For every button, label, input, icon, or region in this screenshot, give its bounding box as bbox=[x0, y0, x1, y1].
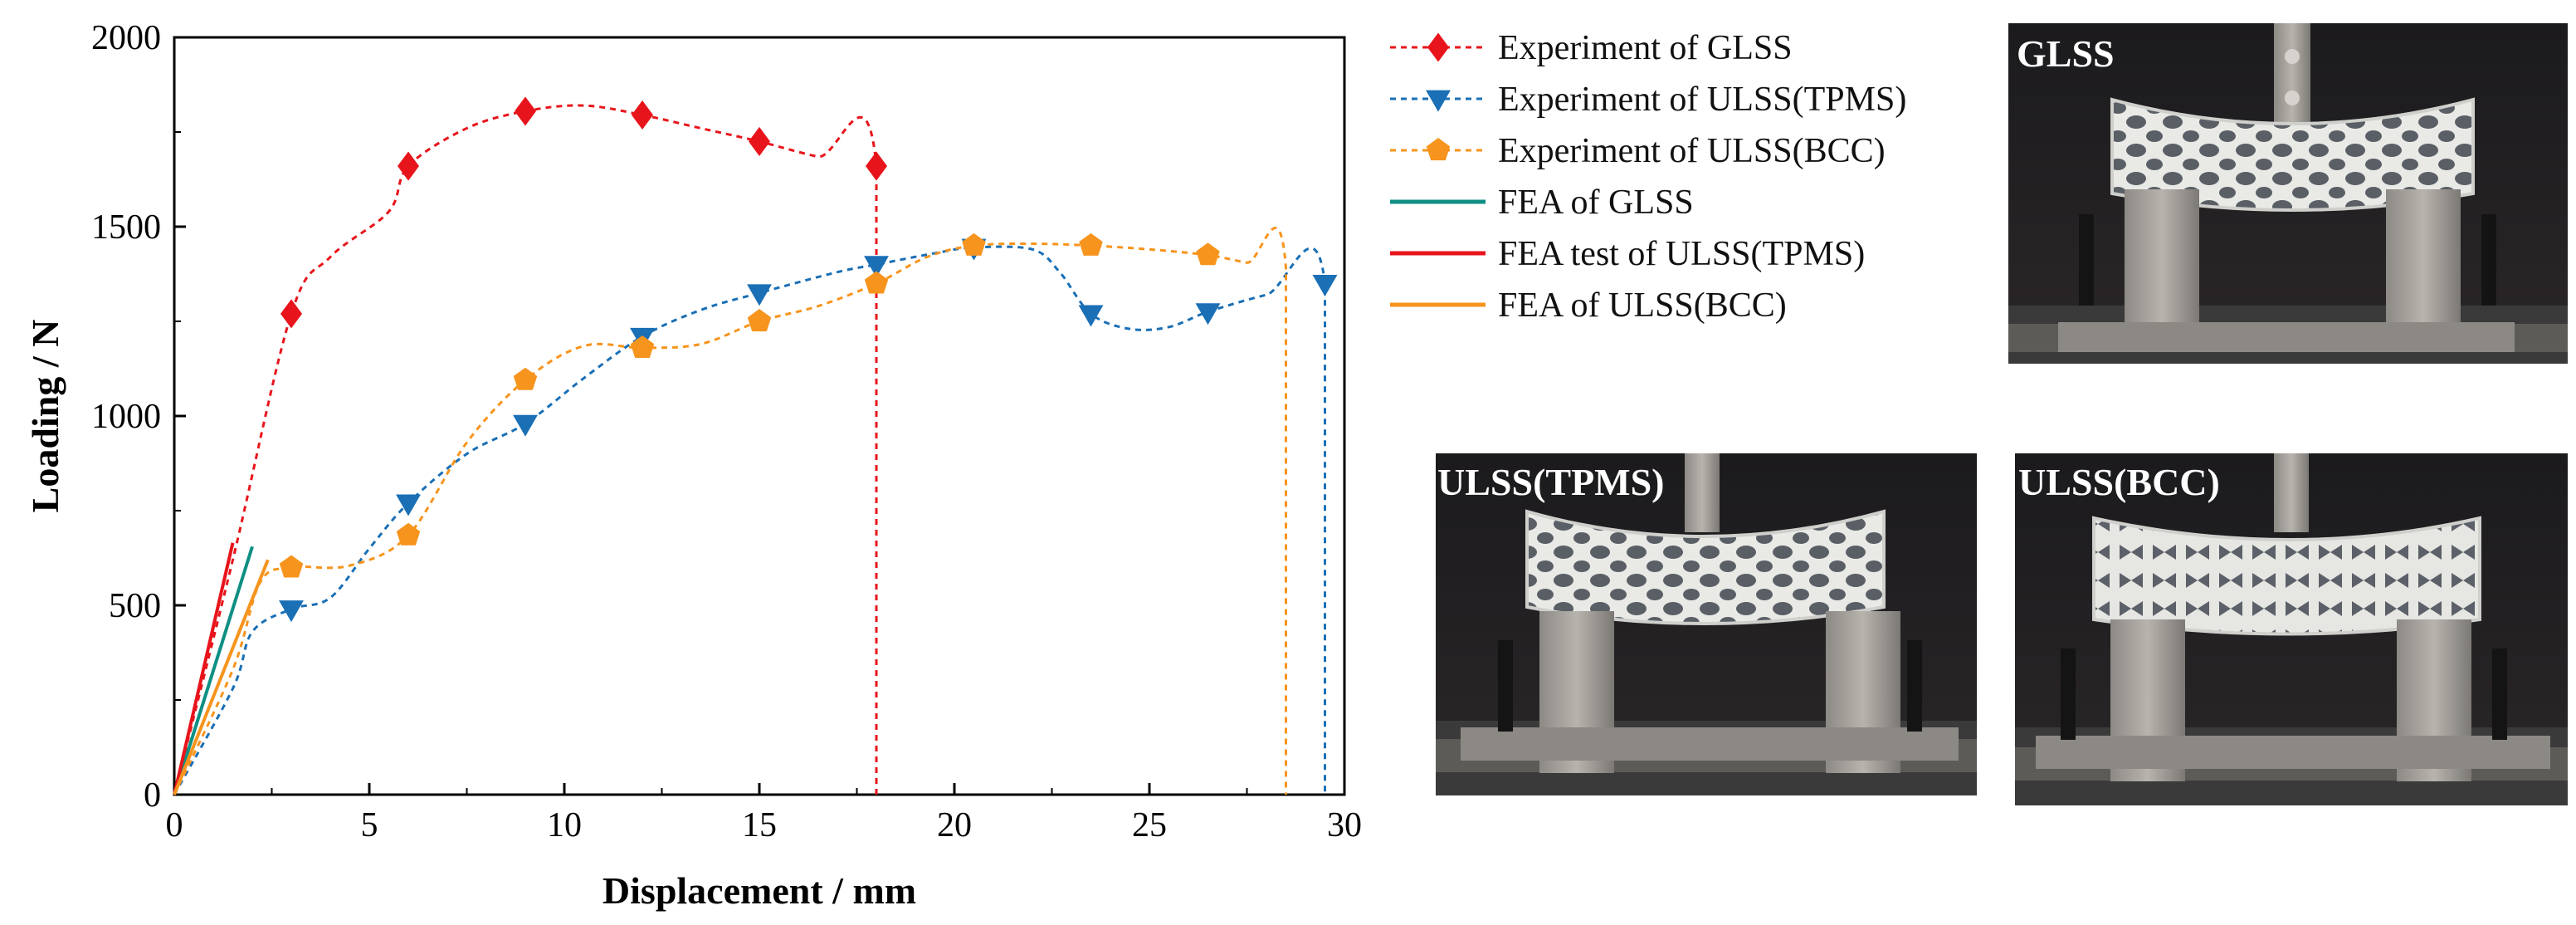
legend-label: Experiment of ULSS(BCC) bbox=[1498, 132, 1886, 170]
y-axis-title: Loading / N bbox=[24, 320, 66, 513]
x-tick-label: 10 bbox=[547, 806, 582, 844]
legend-marker bbox=[1426, 90, 1451, 112]
data-point bbox=[279, 600, 304, 623]
data-point bbox=[515, 96, 536, 126]
data-point bbox=[396, 522, 421, 546]
legend-label: FEA test of ULSS(TPMS) bbox=[1498, 235, 1865, 273]
y-tick-label: 500 bbox=[109, 587, 161, 625]
plot-area: 0 5 10 15 20 25 30 0 500 1000 1500 2000 Displaceme… bbox=[24, 19, 1362, 912]
data-point bbox=[866, 151, 887, 181]
data-point bbox=[396, 494, 421, 516]
legend-label: FEA of GLSS bbox=[1498, 184, 1694, 222]
series-line-4 bbox=[173, 542, 235, 795]
data-point bbox=[632, 100, 653, 130]
data-point bbox=[864, 256, 889, 278]
y-tick-label: 2000 bbox=[91, 19, 161, 57]
data-point bbox=[747, 284, 772, 306]
data-point bbox=[749, 126, 770, 156]
series-line-5 bbox=[173, 559, 270, 795]
x-axis-title: Displacement / mm bbox=[603, 869, 916, 912]
data-point bbox=[281, 299, 302, 329]
x-tick-label: 25 bbox=[1132, 806, 1167, 844]
x-tick-label: 0 bbox=[166, 806, 183, 844]
x-axis: 0 5 10 15 20 25 30 bbox=[166, 783, 1362, 844]
series-line-3 bbox=[173, 546, 254, 795]
y-tick-label: 1000 bbox=[91, 398, 161, 436]
photo-ulss-bcc: ULSS(BCC) bbox=[2015, 453, 2568, 805]
x-tick-label: 5 bbox=[361, 806, 378, 844]
photo-label-glss: GLSS bbox=[2017, 32, 2115, 75]
data-point bbox=[1195, 303, 1221, 325]
x-tick-label: 15 bbox=[742, 806, 777, 844]
series-line-1 bbox=[173, 245, 1326, 795]
y-tick-label: 0 bbox=[144, 776, 161, 815]
photo-label-ulss-tpms: ULSS(TPMS) bbox=[1437, 461, 1664, 503]
legend-label: FEA of ULSS(BCC) bbox=[1498, 286, 1787, 325]
x-tick-label: 20 bbox=[937, 806, 972, 844]
data-point bbox=[1079, 232, 1103, 256]
marker-layer bbox=[279, 96, 1338, 623]
data-point bbox=[398, 151, 419, 181]
data-point bbox=[513, 414, 538, 437]
legend-label: Experiment of GLSS bbox=[1498, 29, 1793, 67]
data-point bbox=[1196, 242, 1220, 266]
data-point bbox=[279, 555, 304, 578]
series-layer bbox=[173, 104, 1326, 795]
data-point bbox=[1312, 275, 1338, 296]
data-point bbox=[864, 271, 889, 294]
data-point bbox=[513, 367, 538, 390]
photo-ulss-tpms: ULSS(TPMS) bbox=[1436, 453, 1977, 795]
legend-marker bbox=[1427, 32, 1449, 62]
y-axis: 0 500 1000 1500 2000 bbox=[91, 19, 186, 815]
y-tick-label: 1500 bbox=[91, 208, 161, 247]
data-point bbox=[1078, 305, 1104, 327]
series-line-2 bbox=[173, 227, 1287, 795]
photo-label-ulss-bcc: ULSS(BCC) bbox=[2018, 461, 2220, 503]
legend-marker bbox=[1426, 138, 1451, 161]
x-tick-label: 30 bbox=[1327, 806, 1362, 844]
series-line-0 bbox=[173, 104, 878, 795]
data-point bbox=[962, 232, 986, 256]
photo-glss: GLSS bbox=[2008, 23, 2568, 364]
legend-label: Experiment of ULSS(TPMS) bbox=[1498, 81, 1906, 119]
data-point bbox=[630, 335, 655, 359]
legend: Experiment of GLSS Experiment of ULSS(TPM… bbox=[1390, 29, 1906, 325]
data-point bbox=[747, 309, 772, 332]
